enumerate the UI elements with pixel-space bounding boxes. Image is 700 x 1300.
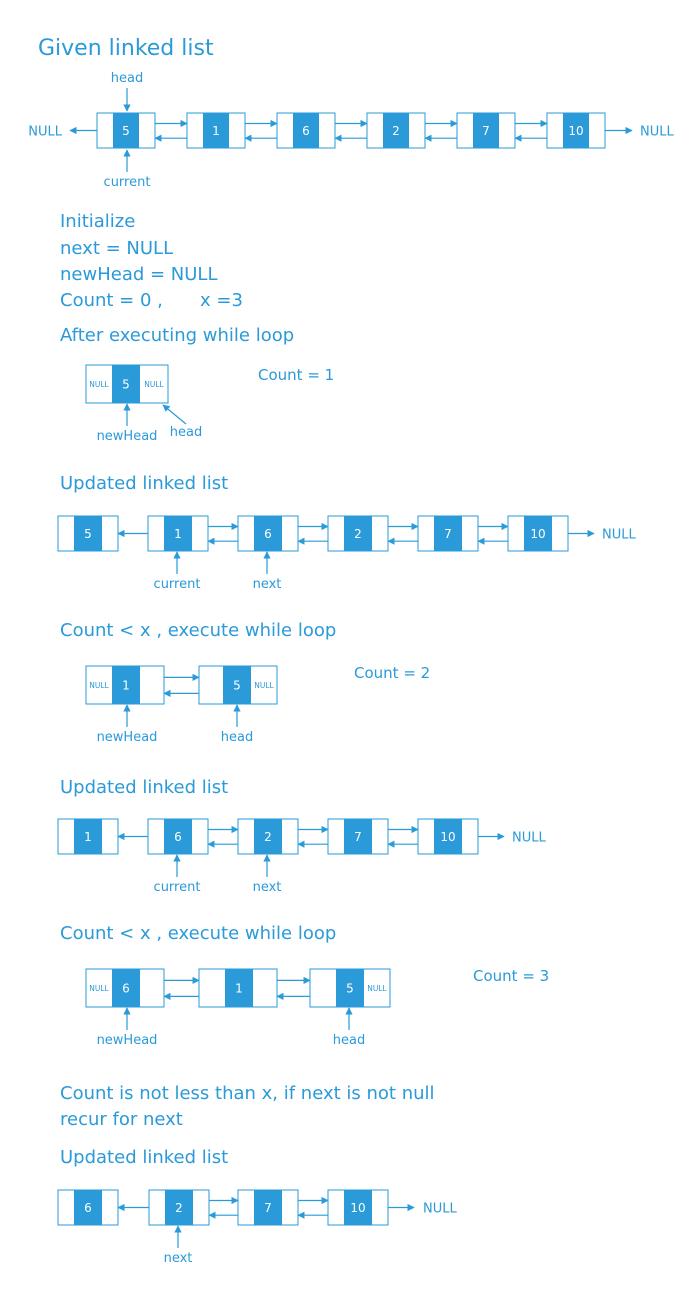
step2-heading: Count < x , execute while loop xyxy=(60,620,336,641)
node-value-cell xyxy=(113,113,139,148)
node-value-cell xyxy=(524,516,552,551)
next-pointer-label: next xyxy=(253,880,282,895)
step1-count: Count = 1 xyxy=(258,366,334,384)
step2-count: Count = 2 xyxy=(354,664,430,682)
init-heading: Initialize xyxy=(60,211,135,232)
node-value-cell xyxy=(336,969,364,1007)
node-value: 1 xyxy=(84,830,92,844)
node-value-cell xyxy=(254,516,282,551)
node-value: 7 xyxy=(264,1201,272,1215)
node-value: 2 xyxy=(264,830,272,844)
node-value-cell xyxy=(223,666,251,704)
node-value-cell xyxy=(383,113,409,148)
node-value-cell xyxy=(434,516,462,551)
node-value: 10 xyxy=(440,830,455,844)
node-value-cell xyxy=(112,969,140,1007)
node-value-cell xyxy=(165,1190,193,1225)
init-next: next = NULL xyxy=(60,238,173,259)
null-label: NULL xyxy=(367,984,387,993)
node-value: 6 xyxy=(264,527,272,541)
node-value-cell xyxy=(344,1190,372,1225)
node-value-cell xyxy=(112,666,140,704)
init-newhead: newHead = NULL xyxy=(60,264,218,285)
step3-heading: Count < x , execute while loop xyxy=(60,923,336,944)
next-pointer-label: next xyxy=(253,577,282,592)
head-pointer-label: head xyxy=(333,1033,365,1048)
head-pointer-arrow xyxy=(162,404,187,425)
init-x: x =3 xyxy=(200,290,243,311)
node-value-cell xyxy=(563,113,589,148)
head-label: head xyxy=(111,71,143,86)
current-pointer-label: current xyxy=(154,577,201,592)
final-note-line2: recur for next xyxy=(60,1109,183,1130)
head-label: head xyxy=(170,425,202,440)
step1-heading: After executing while loop xyxy=(60,325,294,346)
node-value: 1 xyxy=(122,679,130,693)
updated-list-1-heading: Updated linked list xyxy=(60,473,228,494)
node-value-cell xyxy=(344,819,372,854)
node-value-cell xyxy=(473,113,499,148)
node-value: 1 xyxy=(212,124,220,138)
current-pointer-label: current xyxy=(154,880,201,895)
node-value-cell xyxy=(254,1190,282,1225)
null-label: NULL xyxy=(89,984,109,993)
node-value: 5 xyxy=(84,527,92,541)
null-right-label: NULL xyxy=(640,125,674,140)
null-label: NULL xyxy=(423,1202,457,1217)
null-left-label: NULL xyxy=(28,125,62,140)
node-value-cell xyxy=(434,819,462,854)
node-value-cell xyxy=(344,516,372,551)
final-note-line1: Count is not less than x, if next is not… xyxy=(60,1083,435,1104)
null-label: NULL xyxy=(89,380,109,389)
node-value: 10 xyxy=(350,1201,365,1215)
null-label: NULL xyxy=(512,831,546,846)
node-value-cell xyxy=(164,516,192,551)
updated-list-3-heading: Updated linked list xyxy=(60,1147,228,1168)
updated-list-2-heading: Updated linked list xyxy=(60,777,228,798)
node-value-cell xyxy=(74,1190,102,1225)
node-value-cell xyxy=(112,365,140,403)
node-value: 7 xyxy=(354,830,362,844)
null-label: NULL xyxy=(254,681,274,690)
node-value: 1 xyxy=(174,527,182,541)
head-pointer-label: head xyxy=(221,730,253,745)
node-value: 6 xyxy=(302,124,310,138)
newhead-pointer-label: newHead xyxy=(97,429,158,444)
node-value: 2 xyxy=(175,1201,183,1215)
next-pointer-label: next xyxy=(164,1251,193,1266)
node-value: 2 xyxy=(392,124,400,138)
node-value: 5 xyxy=(346,982,354,996)
node-value: 5 xyxy=(122,378,130,392)
node-value-cell xyxy=(225,969,253,1007)
node-value: 2 xyxy=(354,527,362,541)
node-value-cell xyxy=(293,113,319,148)
node-value-cell xyxy=(254,819,282,854)
node-value-cell xyxy=(74,516,102,551)
null-label: NULL xyxy=(144,380,164,389)
node-value: 10 xyxy=(530,527,545,541)
node-value: 5 xyxy=(122,124,130,138)
node-value: 7 xyxy=(444,527,452,541)
node-value: 6 xyxy=(122,982,130,996)
node-value-cell xyxy=(164,819,192,854)
node-value: 5 xyxy=(233,679,241,693)
step3-count: Count = 3 xyxy=(473,967,549,985)
newhead-pointer-label: newHead xyxy=(97,1033,158,1048)
newhead-pointer-label: newHead xyxy=(97,730,158,745)
node-value: 7 xyxy=(482,124,490,138)
null-label: NULL xyxy=(602,528,636,543)
null-label: NULL xyxy=(89,681,109,690)
current-pointer-label: current xyxy=(104,175,151,190)
node-value: 1 xyxy=(235,982,243,996)
init-count: Count = 0 , xyxy=(60,290,163,311)
node-value: 10 xyxy=(568,124,583,138)
page-title: Given linked list xyxy=(38,36,214,61)
node-value-cell xyxy=(203,113,229,148)
node-value-cell xyxy=(74,819,102,854)
node-value: 6 xyxy=(84,1201,92,1215)
node-value: 6 xyxy=(174,830,182,844)
